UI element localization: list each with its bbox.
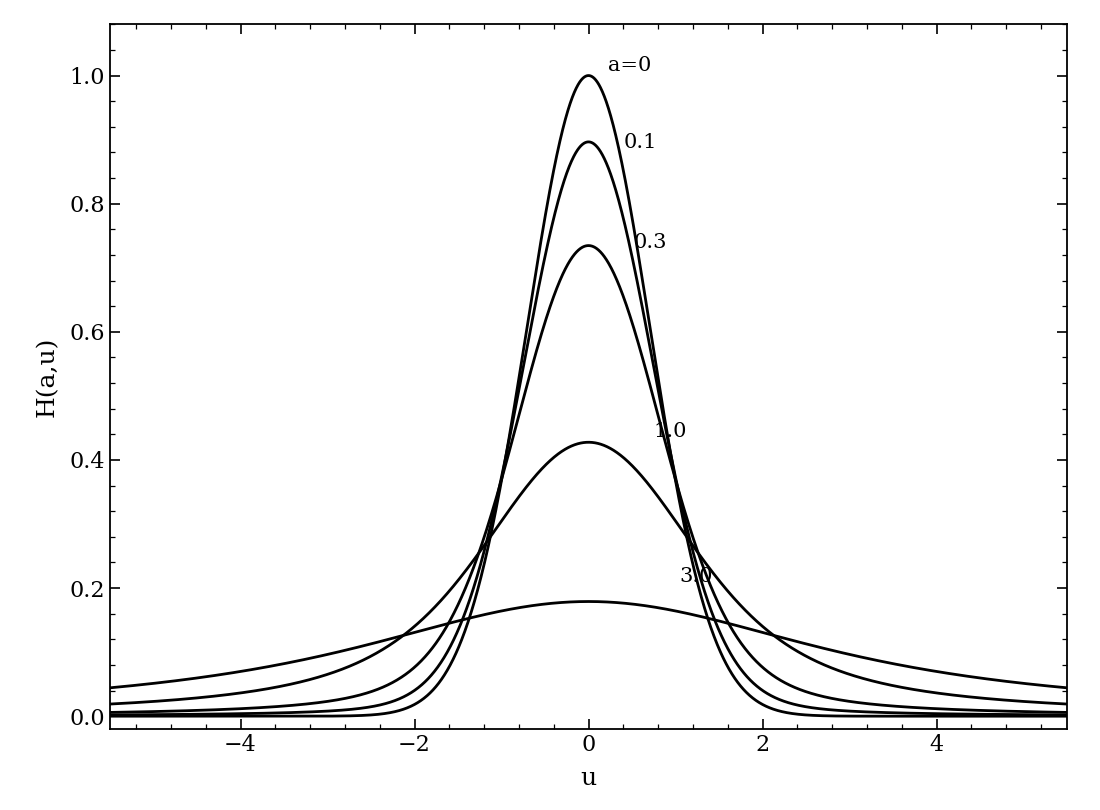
Text: a=0: a=0 (607, 57, 651, 75)
Text: 1.0: 1.0 (653, 421, 688, 441)
Text: 3.0: 3.0 (680, 567, 713, 586)
Text: 0.3: 0.3 (634, 232, 668, 252)
X-axis label: u: u (581, 767, 596, 790)
Y-axis label: H(a,u): H(a,u) (35, 336, 58, 417)
Text: 0.1: 0.1 (624, 134, 657, 152)
